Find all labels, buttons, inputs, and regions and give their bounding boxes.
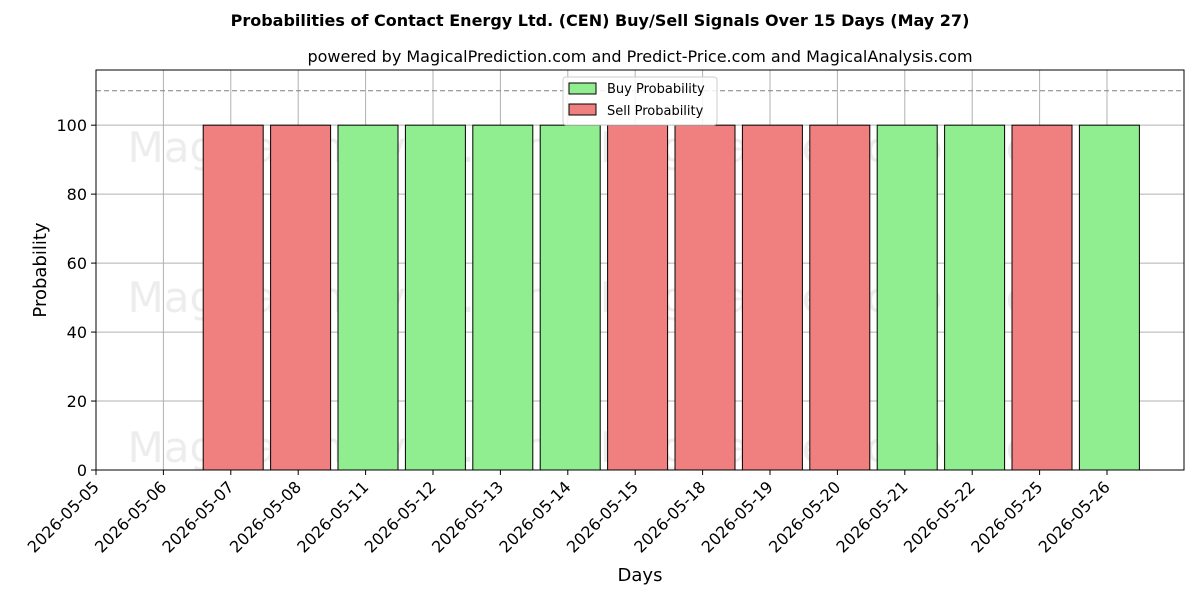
x-tick-label: 2026-05-07 xyxy=(158,477,237,556)
bar-layer xyxy=(202,124,1140,471)
legend-swatch-buy xyxy=(568,82,597,95)
legend-box xyxy=(562,76,718,126)
x-tick-label: 2026-05-15 xyxy=(563,477,642,556)
bar-sell xyxy=(741,124,803,471)
y-tick-label: 20 xyxy=(67,392,87,411)
y-tick-label: 80 xyxy=(67,185,87,204)
bar-sell xyxy=(809,124,871,471)
legend-label-sell: Sell Probability xyxy=(607,104,704,119)
bar-sell xyxy=(202,124,264,471)
x-tick-label: 2026-05-08 xyxy=(226,477,305,556)
x-tick-label: 2026-05-13 xyxy=(428,477,507,556)
x-tick-label: 2026-05-25 xyxy=(967,477,1046,556)
x-tick-label: 2026-05-11 xyxy=(293,477,372,556)
x-tick-label: 2026-05-12 xyxy=(361,477,440,556)
x-tick-label: 2026-05-18 xyxy=(630,477,709,556)
y-axis-label: Probability xyxy=(30,222,51,317)
bar-sell xyxy=(607,124,669,471)
x-tick-label: 2026-05-20 xyxy=(765,477,844,556)
y-axis: 0 20 40 60 80 100 xyxy=(56,116,96,480)
legend: Buy Probability Sell Probability xyxy=(562,76,718,126)
plot-frame xyxy=(95,69,1185,471)
legend-label-buy: Buy Probability xyxy=(607,82,705,97)
bar-sell xyxy=(1011,124,1073,471)
bar-buy xyxy=(876,124,938,471)
x-axis-label: Days xyxy=(618,565,663,586)
x-axis: 2026-05-052026-05-062026-05-072026-05-08… xyxy=(24,470,1114,557)
bar-buy xyxy=(337,124,399,471)
x-tick-label: 2026-05-14 xyxy=(495,477,574,556)
x-tick-label: 2026-05-22 xyxy=(900,477,979,556)
bar-buy xyxy=(404,124,466,471)
x-tick-label: 2026-05-26 xyxy=(1035,477,1114,556)
bar-sell xyxy=(270,124,332,471)
bar-buy xyxy=(472,124,534,471)
bar-buy xyxy=(539,124,601,471)
y-tick-label: 0 xyxy=(77,461,87,480)
bar-sell xyxy=(674,124,736,471)
x-tick-label: 2026-05-06 xyxy=(91,477,170,556)
x-tick-label: 2026-05-05 xyxy=(24,477,103,556)
chart-title: Probabilities of Contact Energy Ltd. (CE… xyxy=(231,11,970,30)
y-tick-label: 100 xyxy=(56,116,87,135)
bar-buy xyxy=(944,124,1006,471)
y-tick-label: 40 xyxy=(67,323,87,342)
x-tick-label: 2026-05-21 xyxy=(832,477,911,556)
bar-buy xyxy=(1078,124,1140,471)
legend-swatch-sell xyxy=(568,103,597,116)
x-tick-label: 2026-05-19 xyxy=(698,477,777,556)
y-tick-label: 60 xyxy=(67,254,87,273)
chart-subtitle: powered by MagicalPrediction.com and Pre… xyxy=(307,47,972,66)
